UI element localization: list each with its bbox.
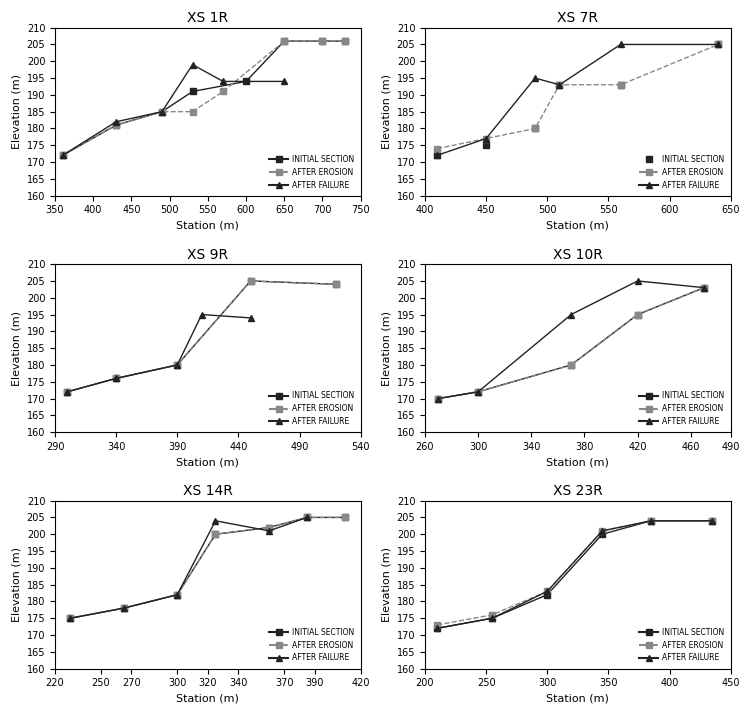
Title: XS 10R: XS 10R (553, 247, 603, 262)
X-axis label: Station (m): Station (m) (547, 221, 609, 231)
X-axis label: Station (m): Station (m) (176, 458, 240, 468)
Legend: INITIAL SECTION, AFTER EROSION, AFTER FAILURE: INITIAL SECTION, AFTER EROSION, AFTER FA… (637, 389, 727, 428)
X-axis label: Station (m): Station (m) (547, 694, 609, 704)
Y-axis label: Elevation (m): Elevation (m) (11, 547, 21, 622)
Legend: INITIAL SECTION, AFTER EROSION, AFTER FAILURE: INITIAL SECTION, AFTER EROSION, AFTER FA… (267, 152, 357, 192)
Y-axis label: Elevation (m): Elevation (m) (381, 547, 391, 622)
Title: XS 9R: XS 9R (187, 247, 228, 262)
Legend: INITIAL SECTION, AFTER EROSION, AFTER FAILURE: INITIAL SECTION, AFTER EROSION, AFTER FA… (267, 626, 357, 665)
Y-axis label: Elevation (m): Elevation (m) (11, 74, 21, 149)
Legend: INITIAL SECTION, AFTER EROSION, AFTER FAILURE: INITIAL SECTION, AFTER EROSION, AFTER FA… (267, 389, 357, 428)
Title: XS 7R: XS 7R (557, 11, 599, 25)
X-axis label: Station (m): Station (m) (176, 694, 240, 704)
Legend: INITIAL SECTION, AFTER EROSION, AFTER FAILURE: INITIAL SECTION, AFTER EROSION, AFTER FA… (637, 152, 727, 192)
X-axis label: Station (m): Station (m) (176, 221, 240, 231)
Y-axis label: Elevation (m): Elevation (m) (381, 74, 391, 149)
Title: XS 23R: XS 23R (553, 484, 603, 498)
X-axis label: Station (m): Station (m) (547, 458, 609, 468)
Title: XS 1R: XS 1R (187, 11, 228, 25)
Title: XS 14R: XS 14R (183, 484, 233, 498)
Legend: INITIAL SECTION, AFTER EROSION, AFTER FAILURE: INITIAL SECTION, AFTER EROSION, AFTER FA… (637, 626, 727, 665)
Y-axis label: Elevation (m): Elevation (m) (11, 310, 21, 385)
Y-axis label: Elevation (m): Elevation (m) (381, 310, 391, 385)
